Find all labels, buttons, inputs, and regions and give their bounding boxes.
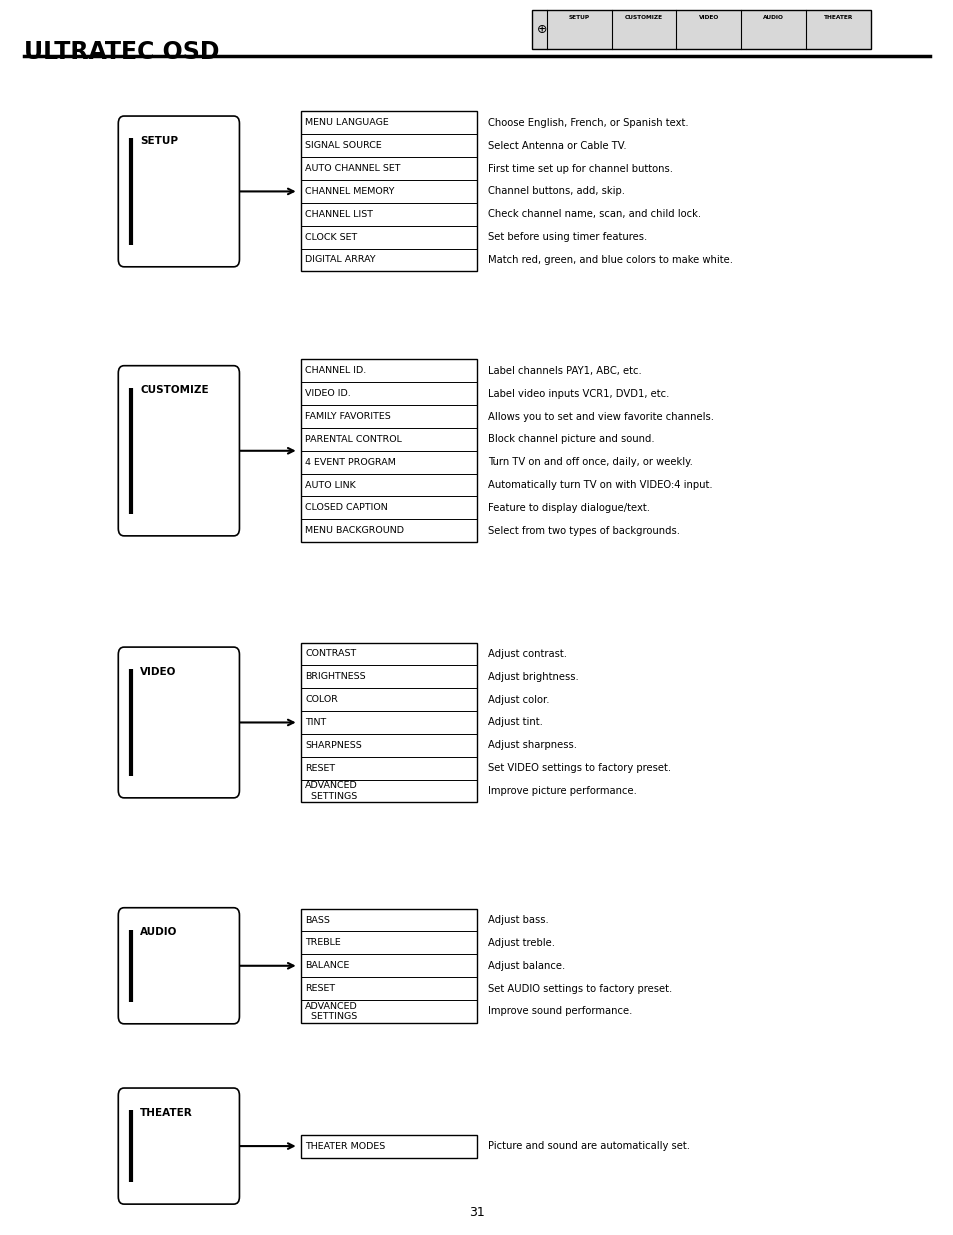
Text: Picture and sound are automatically set.: Picture and sound are automatically set. [488, 1141, 690, 1151]
Text: SETUP: SETUP [140, 136, 178, 146]
FancyBboxPatch shape [118, 647, 239, 798]
Text: DIGITAL ARRAY: DIGITAL ARRAY [305, 256, 375, 264]
Text: Adjust treble.: Adjust treble. [488, 937, 555, 948]
Bar [300, 909, 476, 1023]
Text: CHANNEL LIST: CHANNEL LIST [305, 210, 373, 219]
Text: FAMILY FAVORITES: FAMILY FAVORITES [305, 412, 391, 421]
Text: BASS: BASS [305, 915, 330, 925]
Text: THEATER: THEATER [140, 1108, 193, 1118]
Text: RESET: RESET [305, 984, 335, 993]
Text: SETUP: SETUP [568, 15, 589, 20]
Text: CLOCK SET: CLOCK SET [305, 232, 357, 242]
Text: COLOR: COLOR [305, 695, 337, 704]
Text: BALANCE: BALANCE [305, 961, 350, 971]
Text: SIGNAL SOURCE: SIGNAL SOURCE [305, 141, 381, 151]
Text: Check channel name, scan, and child lock.: Check channel name, scan, and child lock… [488, 209, 700, 220]
Text: Automatically turn TV on with VIDEO:4 input.: Automatically turn TV on with VIDEO:4 in… [488, 480, 712, 490]
Text: RESET: RESET [305, 763, 335, 773]
Text: VIDEO: VIDEO [140, 667, 176, 677]
Text: Allows you to set and view favorite channels.: Allows you to set and view favorite chan… [488, 411, 714, 421]
Text: Label channels PAY1, ABC, etc.: Label channels PAY1, ABC, etc. [488, 366, 641, 375]
Text: Improve sound performance.: Improve sound performance. [488, 1007, 632, 1016]
Bar [300, 359, 476, 542]
Text: Set before using timer features.: Set before using timer features. [488, 232, 647, 242]
Text: MENU LANGUAGE: MENU LANGUAGE [305, 119, 389, 127]
Text: Adjust brightness.: Adjust brightness. [488, 672, 578, 682]
Bar [300, 1135, 476, 1157]
Text: CONTRAST: CONTRAST [305, 650, 356, 658]
Text: THEATER: THEATER [823, 15, 852, 20]
Text: Feature to display dialogue/text.: Feature to display dialogue/text. [488, 503, 650, 513]
Text: Match red, green, and blue colors to make white.: Match red, green, and blue colors to mak… [488, 254, 733, 266]
Text: CUSTOMIZE: CUSTOMIZE [624, 15, 662, 20]
Text: Adjust contrast.: Adjust contrast. [488, 648, 567, 659]
Text: MENU BACKGROUND: MENU BACKGROUND [305, 526, 404, 535]
Text: CLOSED CAPTION: CLOSED CAPTION [305, 504, 388, 513]
Text: Block channel picture and sound.: Block channel picture and sound. [488, 435, 655, 445]
Text: Improve picture performance.: Improve picture performance. [488, 785, 637, 797]
Text: VIDEO: VIDEO [698, 15, 719, 20]
Text: AUTO LINK: AUTO LINK [305, 480, 355, 489]
Text: SHARPNESS: SHARPNESS [305, 741, 361, 750]
Text: TREBLE: TREBLE [305, 939, 340, 947]
FancyBboxPatch shape [118, 1088, 239, 1204]
Text: 31: 31 [469, 1207, 484, 1219]
Text: Adjust sharpness.: Adjust sharpness. [488, 740, 577, 751]
Text: Adjust bass.: Adjust bass. [488, 915, 549, 925]
Text: ⊕: ⊕ [536, 23, 547, 36]
Text: THEATER MODES: THEATER MODES [305, 1141, 385, 1151]
Text: Select from two types of backgrounds.: Select from two types of backgrounds. [488, 526, 679, 536]
Text: First time set up for channel buttons.: First time set up for channel buttons. [488, 163, 673, 174]
Text: AUTO CHANNEL SET: AUTO CHANNEL SET [305, 164, 400, 173]
Text: VIDEO ID.: VIDEO ID. [305, 389, 351, 398]
Text: BRIGHTNESS: BRIGHTNESS [305, 672, 366, 682]
Text: PARENTAL CONTROL: PARENTAL CONTROL [305, 435, 402, 443]
Text: 4 EVENT PROGRAM: 4 EVENT PROGRAM [305, 458, 395, 467]
Text: ADVANCED
  SETTINGS: ADVANCED SETTINGS [305, 1002, 357, 1021]
Bar [300, 111, 476, 272]
FancyBboxPatch shape [118, 116, 239, 267]
Text: Adjust tint.: Adjust tint. [488, 718, 543, 727]
Text: AUDIO: AUDIO [762, 15, 783, 20]
Text: Turn TV on and off once, daily, or weekly.: Turn TV on and off once, daily, or weekl… [488, 457, 693, 467]
Text: Select Antenna or Cable TV.: Select Antenna or Cable TV. [488, 141, 626, 151]
Bar [532, 10, 870, 49]
Text: CHANNEL ID.: CHANNEL ID. [305, 367, 366, 375]
Bar [300, 642, 476, 803]
Text: Set AUDIO settings to factory preset.: Set AUDIO settings to factory preset. [488, 983, 672, 994]
Text: ADVANCED
  SETTINGS: ADVANCED SETTINGS [305, 782, 357, 800]
Text: Adjust color.: Adjust color. [488, 694, 549, 705]
Text: AUDIO: AUDIO [140, 927, 177, 937]
Text: Label video inputs VCR1, DVD1, etc.: Label video inputs VCR1, DVD1, etc. [488, 389, 669, 399]
Text: Choose English, French, or Spanish text.: Choose English, French, or Spanish text. [488, 117, 688, 128]
Text: Set VIDEO settings to factory preset.: Set VIDEO settings to factory preset. [488, 763, 671, 773]
Text: CHANNEL MEMORY: CHANNEL MEMORY [305, 186, 395, 196]
FancyBboxPatch shape [118, 366, 239, 536]
Text: Channel buttons, add, skip.: Channel buttons, add, skip. [488, 186, 625, 196]
Text: ULTRATEC OSD: ULTRATEC OSD [24, 40, 219, 63]
Text: CUSTOMIZE: CUSTOMIZE [140, 385, 209, 395]
Text: Adjust balance.: Adjust balance. [488, 961, 565, 971]
Text: TINT: TINT [305, 718, 326, 727]
FancyBboxPatch shape [118, 908, 239, 1024]
